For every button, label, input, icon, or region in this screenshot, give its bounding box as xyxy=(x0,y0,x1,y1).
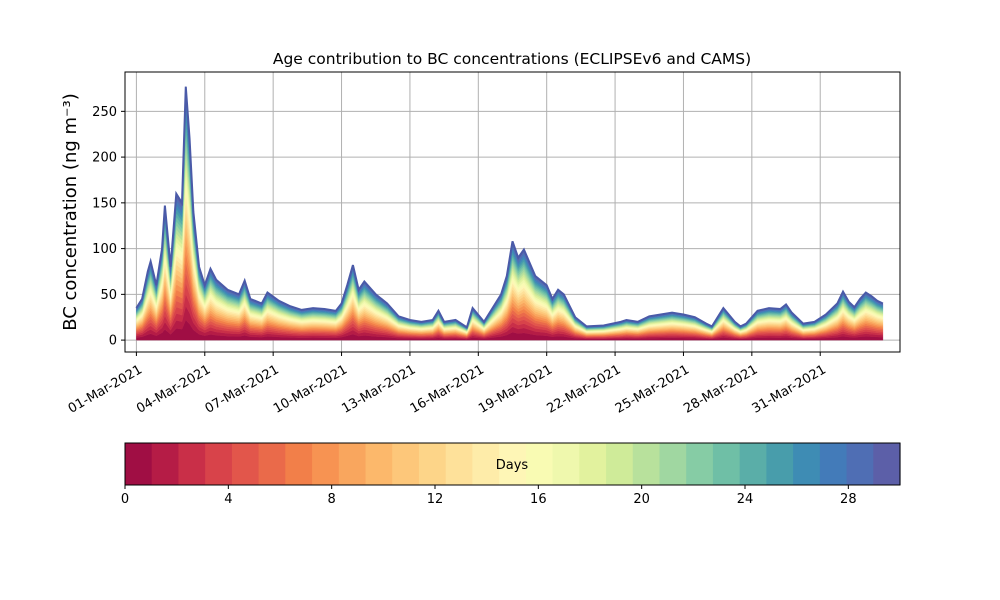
x-tick-label: 22-Mar-2021 xyxy=(544,362,623,416)
x-tick-label: 16-Mar-2021 xyxy=(408,362,487,416)
colorbar-swatch xyxy=(793,443,821,485)
colorbar-label: Days xyxy=(496,458,529,473)
colorbar xyxy=(125,443,901,485)
colorbar-axis: 0 4 8 12 16 20 24 28 xyxy=(121,485,857,507)
colorbar-swatch xyxy=(659,443,687,485)
x-tick-label: 28-Mar-2021 xyxy=(681,362,760,416)
colorbar-swatch xyxy=(606,443,634,485)
colorbar-swatch xyxy=(552,443,580,485)
y-tick-label: 250 xyxy=(92,105,117,120)
y-axis-label: BC concentration (ng m⁻³) xyxy=(60,93,81,331)
colorbar-swatch xyxy=(846,443,874,485)
colorbar-swatch xyxy=(579,443,607,485)
x-tick-label: 13-Mar-2021 xyxy=(339,362,418,416)
colorbar-swatch xyxy=(205,443,233,485)
total-concentration-line xyxy=(135,86,884,329)
x-tick-label: 19-Mar-2021 xyxy=(476,362,555,416)
x-tick-label: 25-Mar-2021 xyxy=(613,362,692,416)
colorbar-tick-label: 28 xyxy=(840,492,857,507)
colorbar-swatch xyxy=(766,443,794,485)
colorbar-swatch xyxy=(873,443,901,485)
colorbar-swatch xyxy=(392,443,420,485)
colorbar-swatch xyxy=(632,443,661,485)
plot-frame xyxy=(124,71,901,353)
colorbar-swatch xyxy=(231,443,260,485)
colorbar-swatch xyxy=(365,443,393,485)
age-bands xyxy=(136,86,884,341)
colorbar-swatch xyxy=(712,443,741,485)
colorbar-swatch xyxy=(178,443,206,485)
colorbar-swatch xyxy=(686,443,714,485)
y-tick-label: 150 xyxy=(92,196,117,211)
colorbar-tick-label: 0 xyxy=(121,492,129,507)
y-tick-label: 0 xyxy=(109,334,117,349)
colorbar-tick-label: 20 xyxy=(633,492,650,507)
colorbar-tick-label: 4 xyxy=(224,492,232,507)
colorbar-tick-label: 16 xyxy=(530,492,547,507)
colorbar-swatch xyxy=(258,443,286,485)
y-axis: 0 50 100 150 200 250 xyxy=(92,105,125,349)
colorbar-tick-label: 8 xyxy=(328,492,336,507)
colorbar-swatch xyxy=(338,443,367,485)
y-tick-label: 50 xyxy=(100,288,117,303)
colorbar-swatch xyxy=(418,443,447,485)
chart-title: Age contribution to BC concentrations (E… xyxy=(273,50,751,68)
colorbar-swatch xyxy=(312,443,340,485)
x-tick-label: 04-Mar-2021 xyxy=(134,362,213,416)
colorbar-swatch xyxy=(819,443,848,485)
colorbar-swatch xyxy=(285,443,313,485)
x-tick-label: 07-Mar-2021 xyxy=(203,362,282,416)
x-tick-label: 01-Mar-2021 xyxy=(66,362,145,416)
colorbar-swatch xyxy=(125,443,153,485)
colorbar-swatch xyxy=(739,443,767,485)
x-axis: 01-Mar-202104-Mar-202107-Mar-202110-Mar-… xyxy=(66,352,829,417)
x-tick-label: 10-Mar-2021 xyxy=(271,362,350,416)
x-tick-label: 31-Mar-2021 xyxy=(750,362,829,416)
colorbar-tick-label: 24 xyxy=(737,492,754,507)
colorbar-swatch xyxy=(151,443,180,485)
colorbar-swatch xyxy=(445,443,474,485)
colorbar-swatch xyxy=(525,443,554,485)
y-tick-label: 200 xyxy=(92,151,117,166)
y-tick-label: 100 xyxy=(92,242,117,257)
colorbar-frame xyxy=(124,442,901,486)
colorbar-swatch xyxy=(472,443,500,485)
colorbar-swatch xyxy=(499,443,527,485)
colorbar-tick-label: 12 xyxy=(427,492,444,507)
